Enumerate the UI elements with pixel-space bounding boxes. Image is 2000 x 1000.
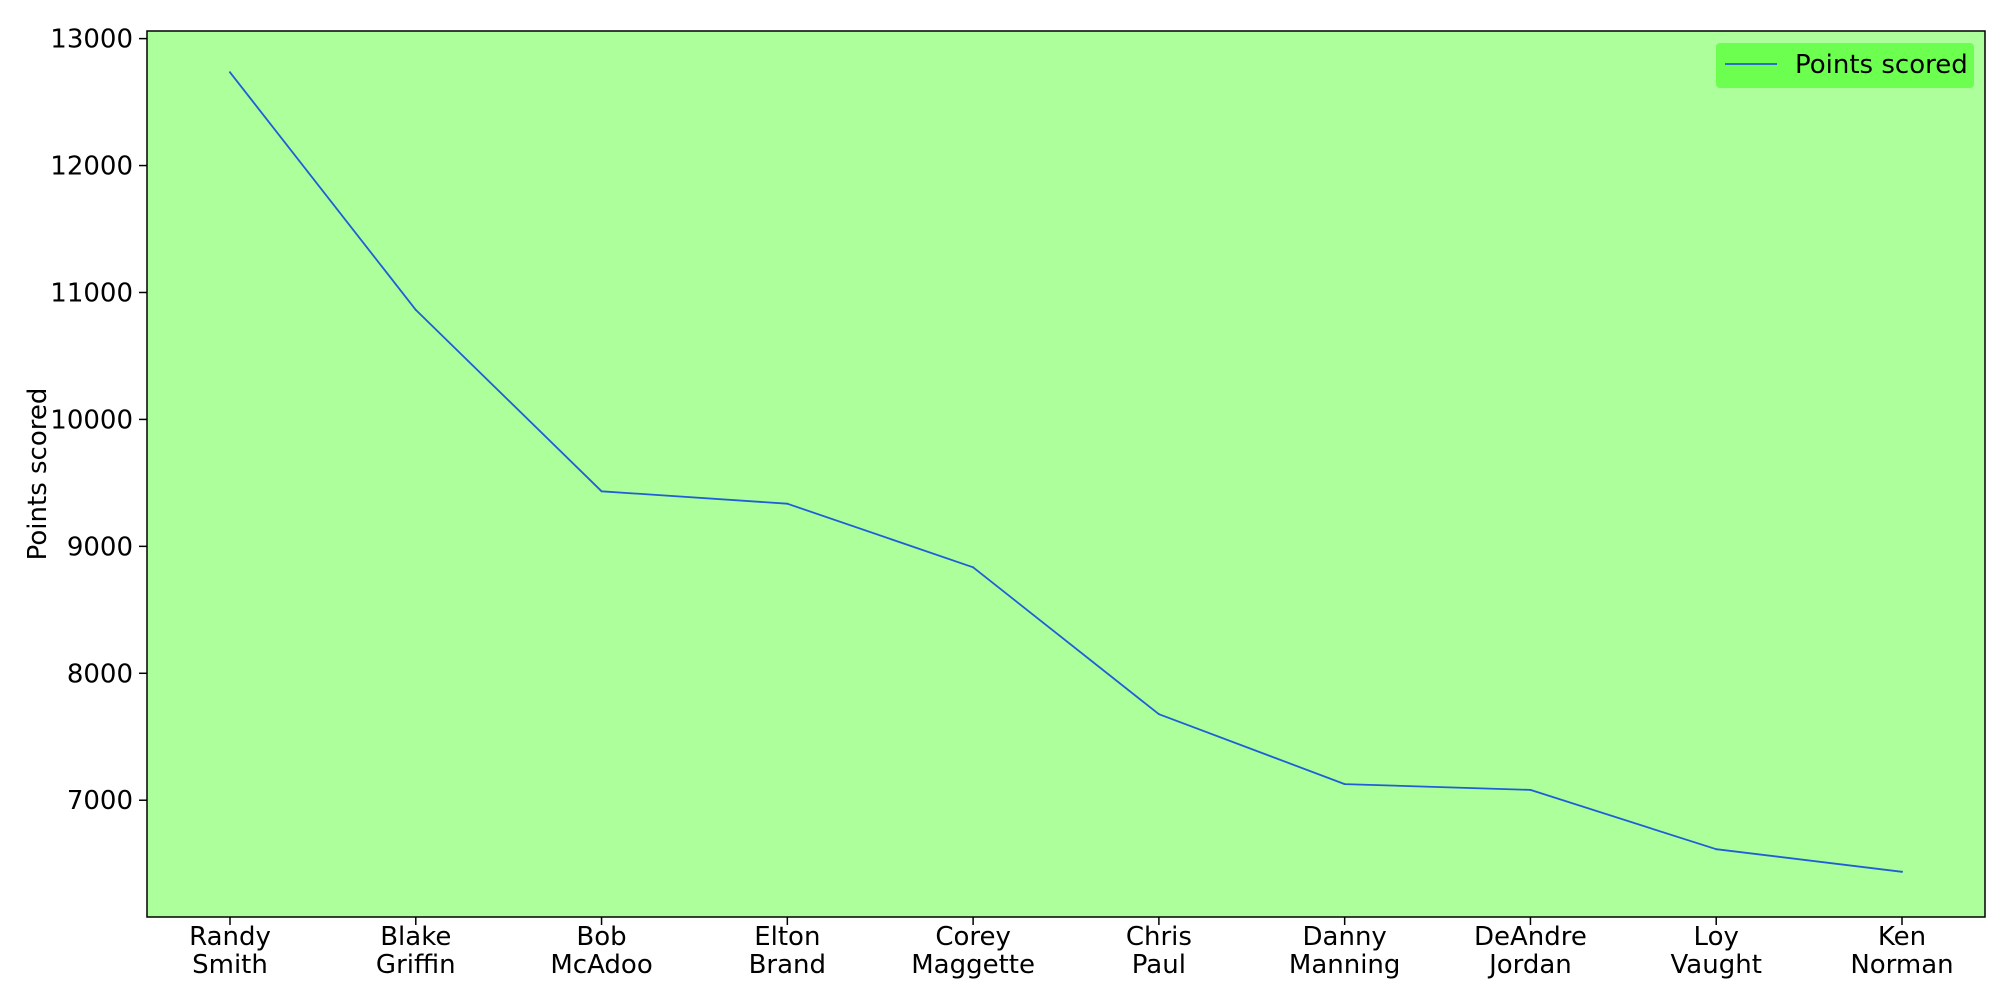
x-tick-label: Blake (380, 922, 451, 952)
y-tick-label: 9000 (67, 532, 133, 562)
legend: Points scored (1716, 43, 1974, 88)
x-tick-label: McAdoo (550, 950, 652, 980)
legend-label: Points scored (1795, 50, 1968, 80)
legend-box (1716, 43, 1974, 88)
series-line (229, 71, 1903, 873)
data-point (972, 566, 975, 569)
y-tick-label: 11000 (50, 278, 133, 308)
y-tick-label: 12000 (50, 152, 133, 182)
data-point (1343, 783, 1346, 786)
x-tick-label: DeAndre (1474, 922, 1587, 952)
data-point (600, 490, 603, 493)
data-point (786, 502, 789, 505)
x-tick-label: Smith (192, 950, 268, 980)
x-tick-label: Brand (749, 950, 826, 980)
data-point (1715, 848, 1718, 851)
y-axis-title: Points scored (23, 388, 53, 561)
x-tick-label: Chris (1126, 922, 1192, 952)
x-tick-label: Bob (576, 922, 626, 952)
x-tick-label: Corey (935, 922, 1011, 952)
plot-area (146, 30, 1986, 918)
x-tick-label: Loy (1694, 922, 1739, 952)
data-point (1157, 713, 1160, 716)
x-tick-label: Paul (1132, 950, 1186, 980)
data-point (229, 71, 231, 74)
x-tick-label: Vaught (1671, 950, 1762, 980)
x-tick-label: Norman (1850, 950, 1953, 980)
y-tick-label: 13000 (50, 25, 133, 55)
x-tick-label: Danny (1303, 922, 1387, 952)
x-tick-label: Manning (1289, 950, 1401, 980)
data-point (1901, 870, 1903, 873)
y-tick-label: 8000 (67, 659, 133, 689)
x-tick-label: Maggette (911, 950, 1035, 980)
x-tick-label: Griffin (376, 950, 456, 980)
x-tick-label: Randy (189, 922, 271, 952)
x-tick-label: Jordan (1487, 950, 1572, 980)
x-tick-label: Ken (1878, 922, 1926, 952)
x-tick-label: Elton (754, 922, 820, 952)
data-point (1529, 788, 1532, 791)
y-tick-label: 7000 (67, 786, 133, 816)
series-layer (229, 71, 1903, 873)
data-point (414, 308, 417, 311)
y-axis: 7000 8000 9000 10000 11000 12000 13000 (50, 25, 147, 816)
y-tick-label: 10000 (50, 405, 133, 435)
